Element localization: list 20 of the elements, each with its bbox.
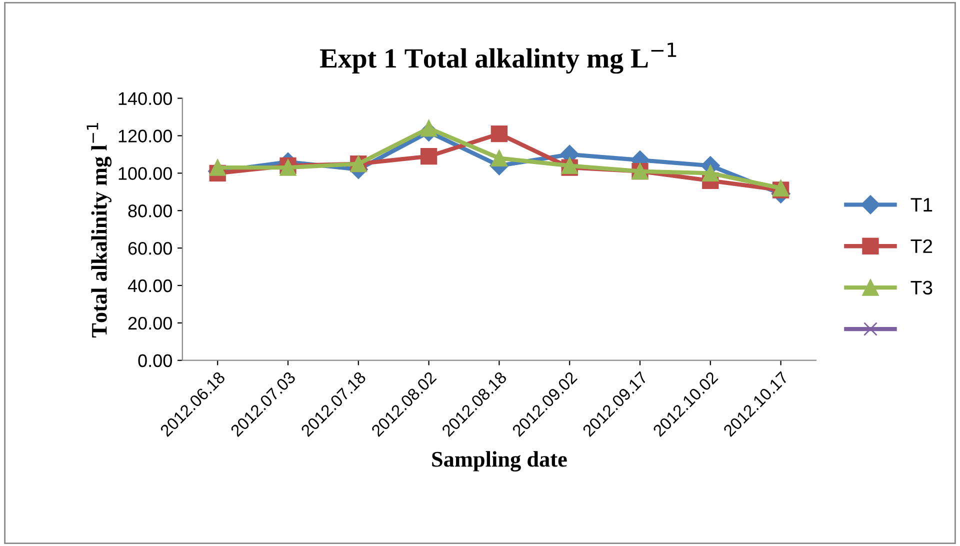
legend-label: T2 [910,239,932,253]
point [420,120,438,137]
point [702,164,719,182]
x-axis-title: Sampling date [432,451,567,472]
point [490,150,508,167]
legend-label: T3 [910,280,932,295]
chart-title: Expt 1 Total alkalinty mg L$^{−1}$ [320,42,676,74]
y-tick-label: 120.00 [118,130,172,142]
y-tick-label: 100.00 [118,167,172,180]
y-tick-label: 60.00 [128,242,172,255]
legend-label: T1 [910,198,932,212]
y-axis-title: Total alkalinity mg l$^{−1}$ [86,122,112,338]
y-tick-label: 80.00 [128,204,172,218]
y-tick-label: 40.00 [128,279,172,292]
point [209,159,226,176]
y-tick-label: 140.00 [118,92,172,105]
point [420,148,438,165]
y-tick-label: 0.00 [138,354,172,368]
point [490,126,508,142]
y-tick-label: 20.00 [128,316,172,330]
